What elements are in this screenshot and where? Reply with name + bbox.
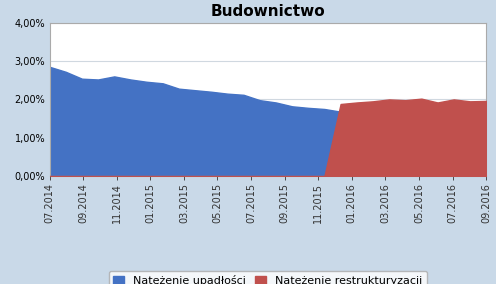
Title: Budownictwo: Budownictwo: [210, 4, 325, 19]
Legend: Natężenie upadłości, Natężenie restrukturyzacji: Natężenie upadłości, Natężenie restruktu…: [109, 271, 427, 284]
